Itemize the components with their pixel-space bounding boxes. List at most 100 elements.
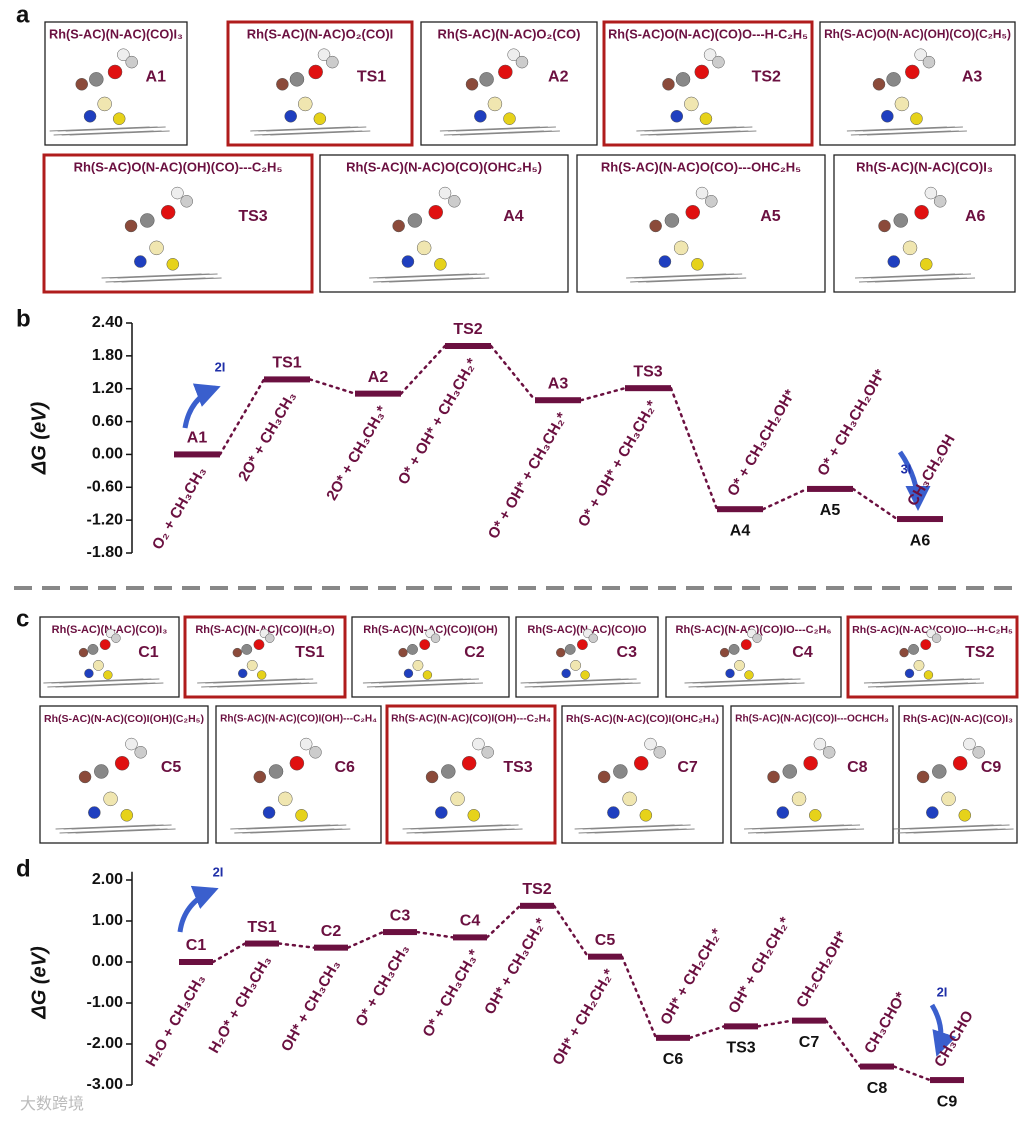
substrate (879, 678, 980, 684)
arrow (177, 885, 219, 933)
substrate (418, 824, 519, 830)
substrate (121, 277, 222, 283)
atom (607, 806, 620, 819)
species-label: H₂O + CH₃CH₃ (142, 971, 208, 1069)
atom (134, 746, 147, 759)
atom (317, 48, 331, 61)
watermark: 大数跨境 (20, 1094, 84, 1113)
atom (644, 737, 657, 751)
atom (685, 204, 701, 220)
panel-label: d (16, 855, 31, 882)
substrate (875, 277, 976, 283)
y-tick-label: 0.00 (92, 446, 123, 463)
atom (430, 633, 441, 643)
species-label: CH₂CH₂OH* (793, 928, 850, 1010)
atom (886, 72, 901, 87)
y-tick-label: 0.60 (92, 413, 123, 430)
y-tick-label: 1.20 (92, 380, 123, 397)
connector (485, 904, 522, 939)
substrate (459, 130, 560, 136)
atom (963, 737, 976, 751)
structure-box (183, 615, 347, 699)
atom (308, 64, 323, 80)
atom (171, 186, 184, 200)
energy-level (520, 902, 554, 909)
atom (265, 633, 275, 643)
substrate (866, 130, 967, 136)
substrate (266, 126, 367, 132)
y-axis-label: ΔG (eV) (28, 946, 50, 1020)
atom (622, 791, 637, 807)
energy-level (383, 929, 417, 936)
atom (401, 255, 415, 268)
structure-code: TS1 (295, 644, 324, 661)
atom (450, 791, 465, 807)
species-label: O* + CH₃CH₂OH* (814, 366, 889, 478)
atom (752, 633, 762, 643)
atom (952, 755, 968, 771)
substrate (652, 126, 753, 132)
substrate (642, 273, 743, 279)
substrate (65, 126, 166, 132)
atom (140, 213, 155, 228)
y-tick-label: -2.00 (87, 1035, 124, 1052)
atom (407, 643, 418, 655)
atom (117, 48, 130, 61)
structure-code: A6 (965, 208, 986, 225)
annotation: 2I (937, 984, 948, 999)
atom (662, 78, 675, 91)
substrate (760, 824, 861, 830)
atom (813, 737, 827, 751)
atom (253, 770, 267, 784)
atom (920, 639, 932, 651)
atom (744, 670, 754, 680)
atom (111, 633, 121, 643)
structure-formula: Rh(S-AC)(N-AC)(CO)I₃ (903, 714, 1013, 725)
species-label: OH* + CH₃CH₂* (481, 915, 550, 1017)
structure-box (39, 705, 209, 844)
annotation: 2I (215, 359, 226, 374)
structure-box (561, 705, 724, 844)
atom (613, 764, 628, 779)
atom (289, 72, 305, 87)
connector (415, 930, 455, 939)
atom (703, 48, 717, 61)
substrate (385, 273, 486, 279)
atom (398, 647, 408, 658)
species-label: OH* + CH₂CH₂* (725, 914, 794, 1016)
atom (416, 240, 432, 256)
substrate (646, 277, 747, 283)
atom (407, 213, 423, 228)
substrate (594, 828, 695, 834)
energy-level (453, 934, 487, 941)
substrate (69, 130, 170, 136)
atom (479, 72, 494, 87)
level-label: C6 (663, 1051, 684, 1068)
atom (588, 633, 598, 643)
y-tick-label: -1.20 (87, 511, 124, 528)
structure-code: A1 (146, 69, 167, 86)
atom (97, 96, 112, 112)
atom (958, 809, 972, 822)
species-label: O₂ + CH₃CH₃ (149, 464, 210, 553)
atom (114, 755, 130, 771)
substrate (656, 130, 757, 136)
atom (822, 746, 836, 759)
atom (487, 96, 503, 112)
atom (435, 806, 448, 819)
atom (878, 219, 891, 233)
atom (461, 755, 477, 771)
atom (134, 255, 147, 268)
substrate (75, 828, 176, 834)
structure-code: A5 (760, 208, 781, 225)
species-label: H₂O* + CH₃CH₃ (206, 953, 275, 1056)
structure-code: C8 (847, 759, 868, 776)
structure-formula: Rh(S-AC)(N-AC)O(CO)---OHC₂H₅ (601, 159, 801, 174)
atom (326, 55, 339, 69)
atom (922, 55, 936, 69)
atom (412, 659, 424, 671)
energy-level (724, 1023, 758, 1030)
level-label: C3 (390, 907, 411, 924)
atom (725, 668, 735, 679)
